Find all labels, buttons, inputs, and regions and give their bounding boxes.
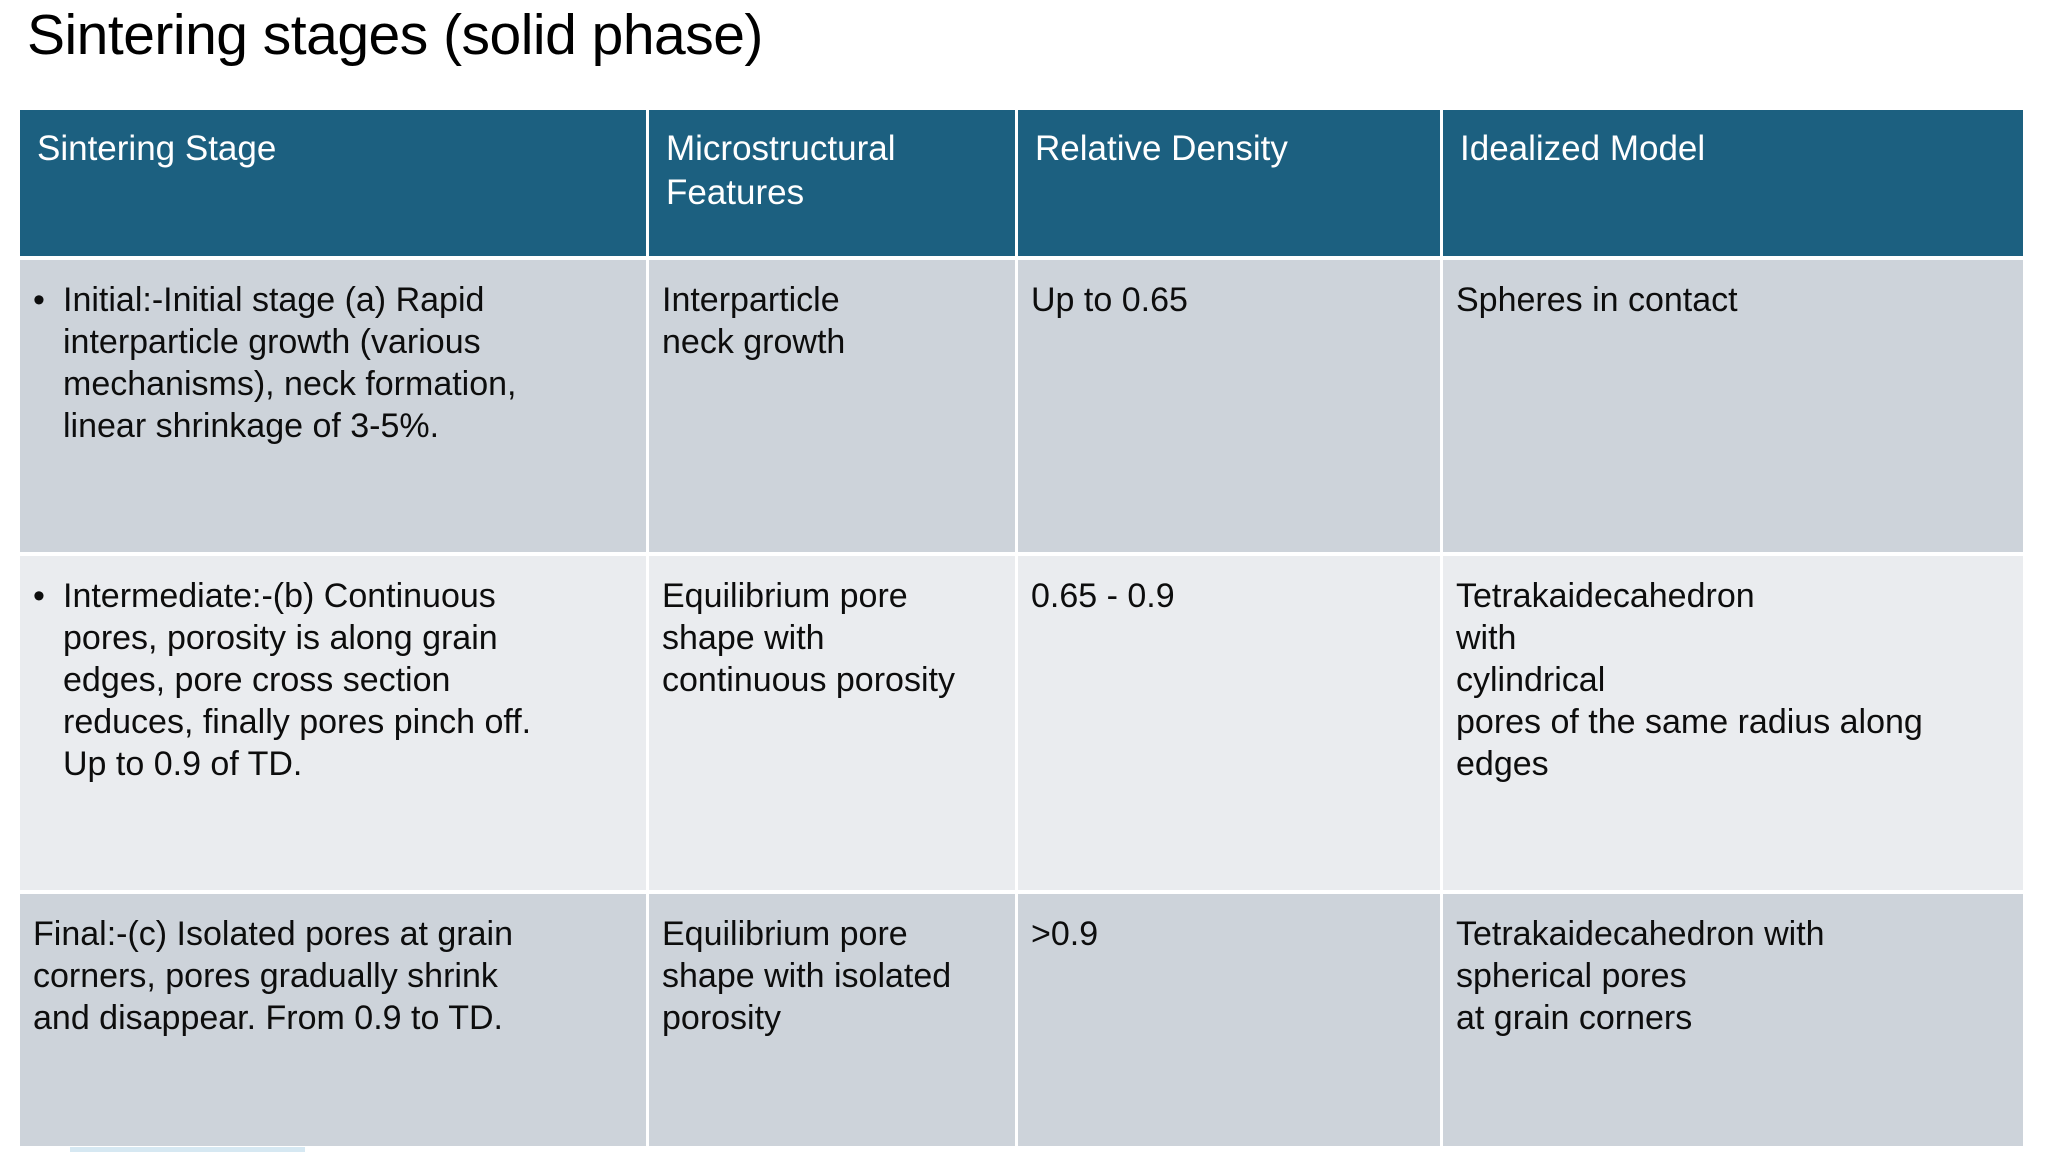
sintering-stages-table: Sintering Stage Microstructural Features… xyxy=(20,110,2023,1146)
column-header-idealized-model: Idealized Model xyxy=(1443,110,2023,256)
table-row-intermediate-model-cell: Tetrakaidecahedron with cylindrical pore… xyxy=(1443,556,2023,890)
table-row-initial-stage-cell: • Initial:-Initial stage (a) Rapid inter… xyxy=(20,260,646,552)
stage-description: Intermediate:-(b) Continuous pores, poro… xyxy=(63,577,532,783)
table-row-final-stage-cell: Final:-(c) Isolated pores at grain corne… xyxy=(20,894,646,1146)
table-row-intermediate-stage-cell: • Intermediate:-(b) Continuous pores, po… xyxy=(20,556,646,890)
bullet-icon: • xyxy=(33,281,45,319)
table-row-intermediate-features-cell: Equilibrium pore shape with continuous p… xyxy=(649,556,1015,890)
stage-description: Initial:-Initial stage (a) Rapid interpa… xyxy=(63,281,517,445)
table-row-initial-density-cell: Up to 0.65 xyxy=(1018,260,1440,552)
table-row-initial-model-cell: Spheres in contact xyxy=(1443,260,2023,552)
table-row-final-density-cell: >0.9 xyxy=(1018,894,1440,1146)
bottom-accent-strip xyxy=(70,1147,305,1152)
column-header-microstructural-features: Microstructural Features xyxy=(649,110,1015,256)
table-row-initial-features-cell: Interparticle neck growth xyxy=(649,260,1015,552)
table-row-intermediate-density-cell: 0.65 - 0.9 xyxy=(1018,556,1440,890)
table-row-final-model-cell: Tetrakaidecahedron with spherical pores … xyxy=(1443,894,2023,1146)
page-title: Sintering stages (solid phase) xyxy=(27,3,763,67)
bullet-icon: • xyxy=(33,577,45,615)
column-header-relative-density: Relative Density xyxy=(1018,110,1440,256)
column-header-sintering-stage: Sintering Stage xyxy=(20,110,646,256)
table-row-final-features-cell: Equilibrium pore shape with isolated por… xyxy=(649,894,1015,1146)
